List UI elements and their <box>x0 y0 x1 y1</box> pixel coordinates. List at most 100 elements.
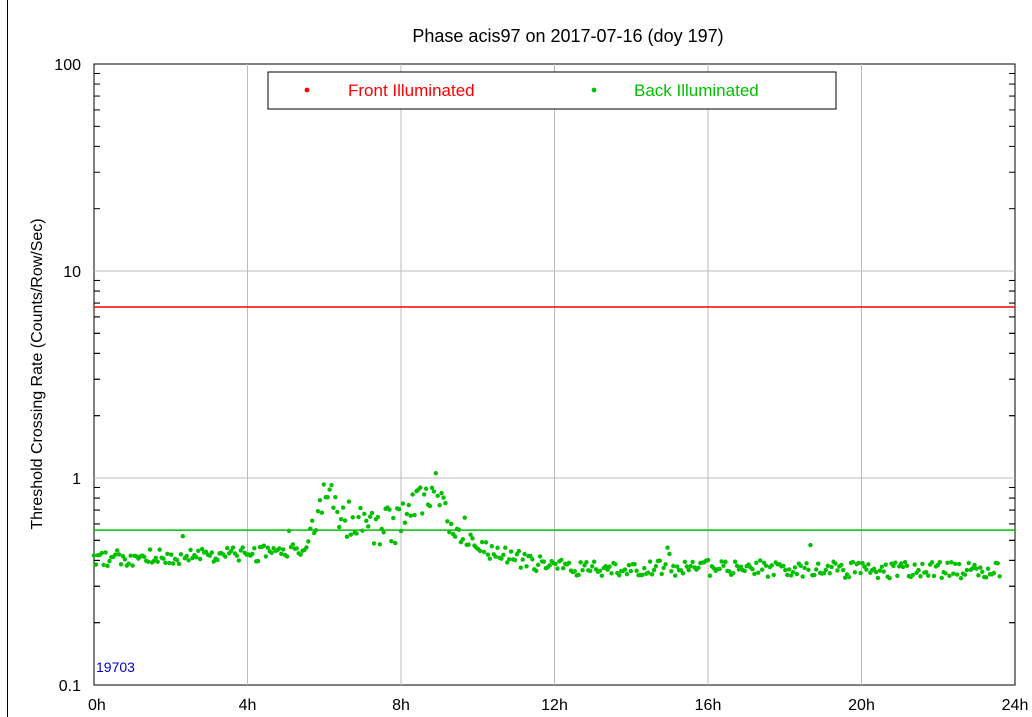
data-point-back <box>364 518 369 523</box>
data-point-back <box>852 570 858 575</box>
data-point-back <box>230 545 236 550</box>
threshold-line-layer <box>94 306 1015 531</box>
data-point-back <box>609 571 614 576</box>
data-point-back <box>228 548 234 554</box>
data-point-back <box>603 563 608 569</box>
data-point-back <box>783 567 788 573</box>
data-point-back <box>118 562 124 567</box>
data-point-back <box>371 541 377 546</box>
data-point-back <box>391 515 396 521</box>
data-point-back <box>433 470 438 476</box>
data-point-back <box>225 545 230 551</box>
data-point-back <box>435 493 440 499</box>
data-point-back <box>785 572 790 578</box>
data-point-back <box>196 548 201 554</box>
data-point-back <box>460 537 466 542</box>
data-point-back <box>447 530 452 535</box>
data-point-back <box>732 559 738 564</box>
data-point-back <box>962 572 968 577</box>
data-point-back <box>634 568 639 573</box>
data-point-back <box>576 572 581 578</box>
data-point-back <box>481 549 487 555</box>
data-point-back <box>833 561 838 566</box>
data-point-back <box>207 553 213 558</box>
data-point-back <box>333 495 338 500</box>
data-point-back <box>375 514 381 520</box>
data-point-back <box>506 557 512 562</box>
data-point-back <box>93 562 99 567</box>
data-point-back <box>412 512 417 518</box>
data-point-back <box>342 518 348 523</box>
data-point-back <box>559 557 564 563</box>
data-point-back <box>178 552 184 557</box>
data-point-back <box>420 511 425 516</box>
data-point-back <box>947 573 952 579</box>
x-tick-label: 24h <box>1002 697 1029 714</box>
data-point-back <box>423 486 429 491</box>
data-point-back <box>103 550 108 555</box>
data-points-layer <box>91 470 1002 581</box>
data-point-back <box>651 567 657 573</box>
data-point-back <box>410 492 415 497</box>
data-point-back <box>512 557 518 563</box>
data-point-back <box>294 546 299 551</box>
data-point-back <box>864 567 869 572</box>
data-point-back <box>553 561 558 567</box>
data-point-back <box>821 571 827 576</box>
data-point-back <box>798 563 803 568</box>
data-point-back <box>209 550 214 555</box>
data-point-back <box>338 517 344 522</box>
data-point-back <box>354 531 359 536</box>
data-point-back <box>346 499 352 504</box>
x-tick-label: 4h <box>239 697 257 714</box>
data-point-back <box>945 560 950 566</box>
data-point-back <box>317 498 323 503</box>
data-point-back <box>265 545 270 550</box>
data-point-back <box>800 574 805 579</box>
data-point-back <box>628 568 634 574</box>
data-point-back <box>306 539 311 544</box>
data-point-back <box>916 567 921 573</box>
legend-marker-front <box>304 87 310 93</box>
data-point-back <box>325 495 330 500</box>
data-point-back <box>508 549 514 554</box>
data-point-back <box>479 539 485 545</box>
data-point-back <box>804 561 809 566</box>
data-point-back <box>130 563 135 568</box>
data-point-back <box>877 568 883 573</box>
data-point-back <box>918 574 923 579</box>
data-point-back <box>408 513 413 518</box>
data-point-back <box>657 558 662 563</box>
data-point-back <box>422 492 427 497</box>
data-point-back <box>964 567 970 573</box>
data-point-back <box>931 573 937 579</box>
data-point-back <box>215 557 220 563</box>
data-point-back <box>199 546 205 552</box>
data-point-back <box>163 560 168 566</box>
data-point-back <box>176 561 182 567</box>
data-point-back <box>599 573 605 578</box>
data-point-back <box>937 559 942 565</box>
data-point-back <box>281 547 286 552</box>
x-tick-label: 0h <box>88 697 106 714</box>
data-point-back <box>898 561 904 566</box>
data-point-back <box>252 546 257 551</box>
data-point-back <box>765 574 771 579</box>
x-tick-label: 12h <box>541 697 568 714</box>
data-point-back <box>759 567 765 572</box>
data-point-back <box>518 565 523 570</box>
data-point-back <box>663 562 668 567</box>
data-point-back <box>812 572 817 578</box>
data-point-back <box>429 485 435 491</box>
data-point-back <box>198 556 203 562</box>
data-point-back <box>976 573 981 578</box>
data-point-back <box>572 569 578 574</box>
data-point-back <box>686 567 691 573</box>
data-point-back <box>742 568 747 574</box>
data-point-back <box>223 554 228 559</box>
data-point-back <box>808 542 813 548</box>
data-point-back <box>503 545 508 550</box>
data-point-back <box>337 524 342 530</box>
data-point-back <box>263 554 269 559</box>
